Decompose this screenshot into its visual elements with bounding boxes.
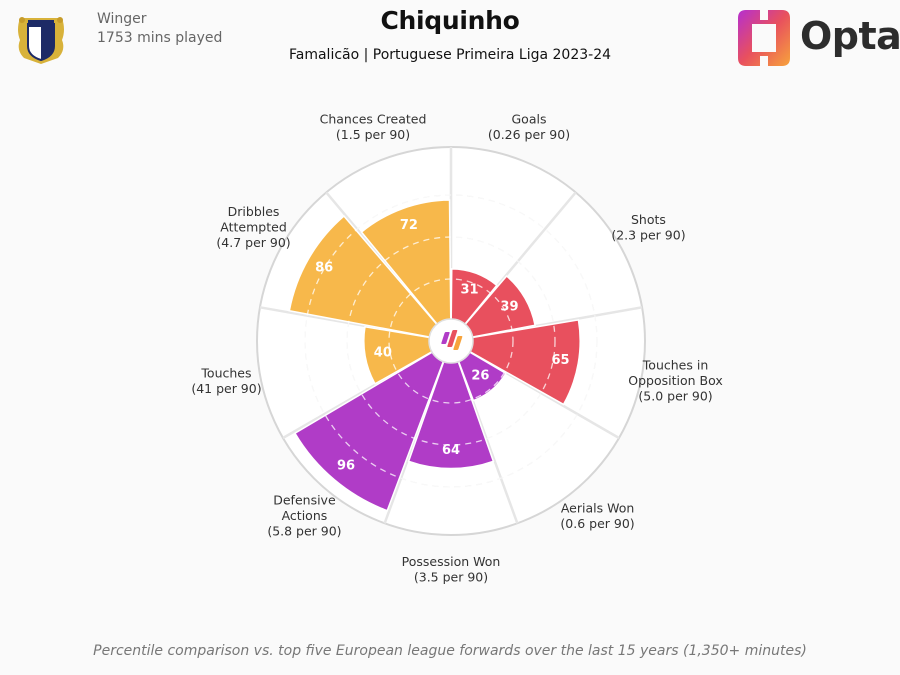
value-label: 64 [442,443,460,458]
category-label: (4.7 per 90) [216,235,290,250]
radar-category-labels: Goals(0.26 per 90) Shots(2.3 per 90) Touch… [191,112,722,585]
category-label: Possession Won [402,554,501,569]
value-label: 31 [460,283,478,298]
category-label: (0.6 per 90) [560,516,634,531]
value-label: 65 [551,353,569,368]
category-label: Chances Created [320,112,427,127]
category-label: (5.0 per 90) [638,389,712,404]
value-label: 96 [337,459,355,474]
category-label: Actions [282,508,328,523]
page-subtitle: Famalicão | Portuguese Primeira Liga 202… [288,47,612,63]
page-title: Chiquinho [380,6,520,35]
category-label: (2.3 per 90) [611,227,685,242]
value-label: 39 [500,300,518,315]
category-label: Aerials Won [561,500,634,515]
radar-rings [304,194,598,488]
player-meta: Winger 1753 mins played [97,10,222,48]
category-label: Touches [200,365,251,380]
center-logo-icon [441,330,463,350]
opta-wordmark: Opta [800,14,900,58]
radar-dashed-ring [388,278,514,404]
radar-dashed-ring [346,236,556,446]
category-label: (0.26 per 90) [488,127,570,142]
value-label: 40 [374,346,392,361]
category-label: Dribbles [228,204,280,219]
category-label: (1.5 per 90) [336,127,410,142]
player-position: Winger [97,11,147,27]
value-label: 86 [315,260,333,275]
category-label: Goals [511,112,546,127]
category-label: Touches in [642,358,708,373]
category-label: Opposition Box [628,373,723,388]
opta-logo-icon [738,6,790,70]
value-label: 72 [400,218,418,233]
category-label: Shots [631,212,666,227]
category-label: Attempted [220,220,286,235]
footer-note: Percentile comparison vs. top five Europ… [93,643,807,659]
radar-dashed-ring [304,194,598,488]
category-label: Defensive [273,493,336,508]
value-label: 26 [471,368,489,383]
player-minutes: 1753 mins played [97,30,223,46]
radar-value-labels: 31 39 65 26 64 96 40 86 72 [315,218,569,474]
radar-center [428,318,474,364]
category-label: (5.8 per 90) [267,524,341,539]
category-label: (41 per 90) [191,381,261,396]
category-label: (3.5 per 90) [414,569,488,584]
club-crest-icon [18,17,64,64]
